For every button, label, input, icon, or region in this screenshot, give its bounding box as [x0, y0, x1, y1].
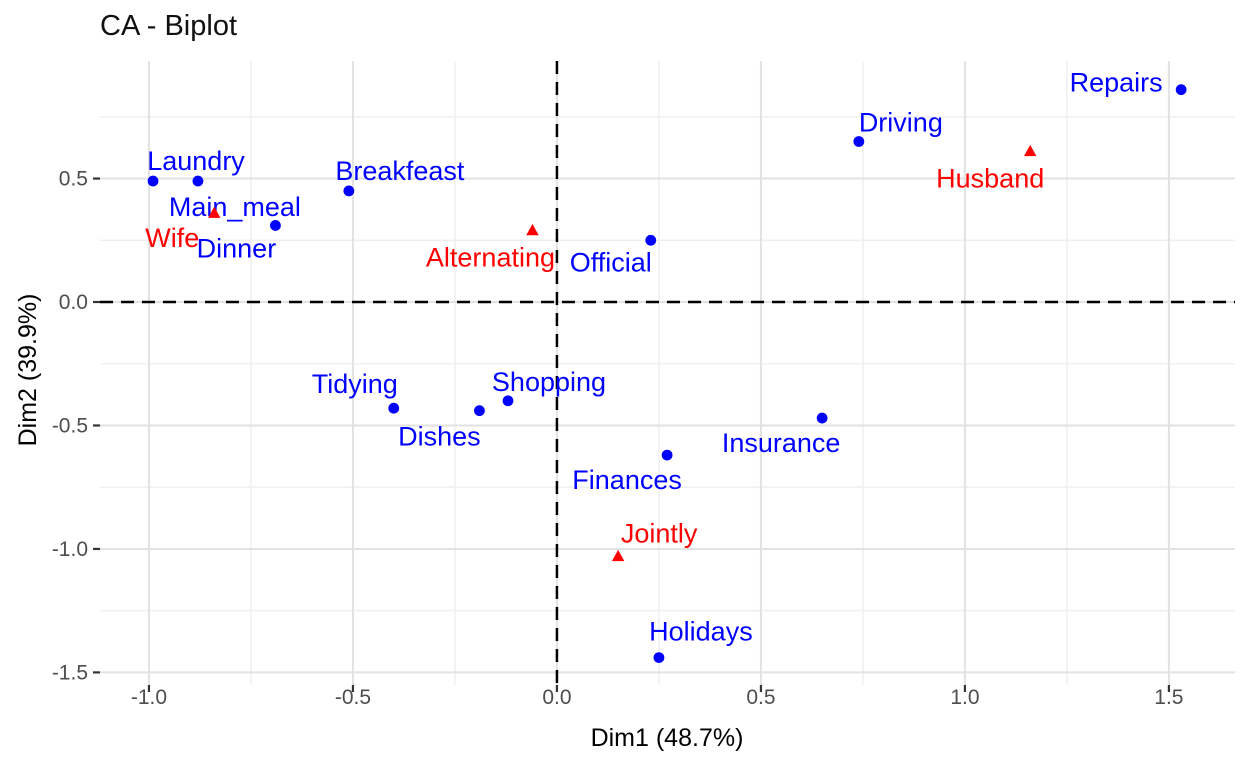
data-point-repairs: [1175, 84, 1187, 96]
data-point-insurance: [816, 412, 828, 424]
data-point-label-breakfeast: Breakfeast: [335, 156, 465, 186]
data-point-alternating: [526, 223, 539, 236]
data-point-label-driving: Driving: [859, 108, 943, 138]
data-point-breakfeast: [343, 185, 355, 197]
y-tick-label: 0.5: [59, 168, 88, 191]
chart-title: CA - Biplot: [100, 10, 237, 42]
x-tick-label: -1.0: [131, 686, 167, 709]
data-point-label-laundry: Laundry: [147, 146, 245, 176]
data-point-label-holidays: Holidays: [649, 617, 753, 647]
grid-minor-lines: [100, 61, 1235, 685]
data-point-label-shopping: Shopping: [492, 367, 606, 397]
data-point-holidays: [653, 652, 665, 663]
data-point-label-repairs: Repairs: [1070, 68, 1163, 98]
data-point-husband: [1023, 144, 1037, 157]
data-point-label-insurance: Insurance: [722, 428, 841, 458]
data-point-label-jointly: Jointly: [621, 518, 698, 548]
y-axis-title: Dim2 (39.9%): [14, 294, 42, 447]
data-point-dishes: [474, 405, 485, 417]
data-point-main-meal: [192, 175, 204, 187]
data-point-label-dinner: Dinner: [197, 233, 277, 263]
data-point-dinner: [270, 220, 281, 231]
x-tick-label: 0.0: [542, 686, 571, 709]
y-tick-label: -1.0: [52, 538, 88, 561]
data-point-finances: [661, 449, 673, 461]
data-point-label-alternating: Alternating: [426, 242, 555, 272]
x-tick-label: 1.5: [1154, 686, 1183, 709]
data-point-official: [645, 234, 657, 246]
data-point-laundry: [147, 175, 159, 187]
data-points: LaundryMain_mealDinnerBreakfeastTidyingD…: [145, 68, 1187, 663]
data-point-label-wife: Wife: [145, 223, 199, 253]
y-tick-label: 0.0: [59, 291, 88, 314]
data-point-jointly: [611, 549, 625, 562]
data-point-label-finances: Finances: [572, 465, 682, 495]
axis-tick-labels: -1.0 -0.5 0.0 0.5 1.0 1.5 0.5 0.0 -0.5 -1.0 -1.5: [52, 168, 1184, 709]
x-axis-title: Dim1 (48.7%): [591, 724, 744, 752]
y-tick-label: -1.5: [52, 661, 88, 684]
data-point-driving: [853, 136, 865, 147]
x-tick-label: 0.5: [746, 686, 775, 709]
x-tick-label: -0.5: [335, 686, 371, 709]
grid-major-lines: [100, 61, 1235, 685]
axis-tick-marks: [93, 177, 1171, 692]
reference-dashed-lines: [100, 61, 1235, 685]
x-tick-label: 1.0: [950, 686, 979, 709]
data-point-shopping: [502, 395, 514, 407]
data-point-label-dishes: Dishes: [398, 422, 481, 452]
data-point-label-official: Official: [570, 247, 652, 277]
data-point-tidying: [388, 402, 400, 414]
data-point-wife: [208, 206, 221, 218]
data-point-label-main-meal: Main_meal: [169, 192, 301, 222]
data-point-label-tidying: Tidying: [312, 369, 398, 399]
data-point-label-husband: Husband: [936, 163, 1044, 193]
y-tick-label: -0.5: [52, 414, 88, 437]
